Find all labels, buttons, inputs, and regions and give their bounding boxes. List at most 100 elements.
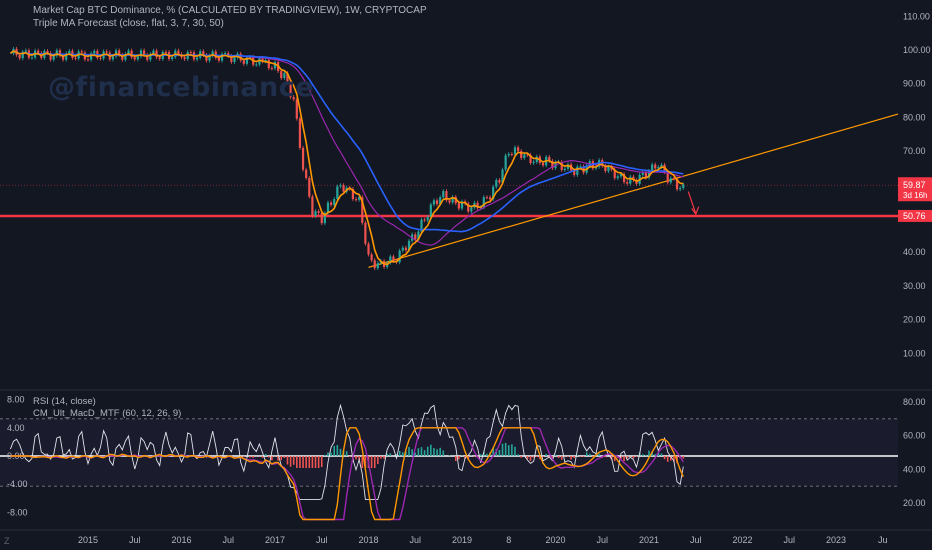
candle (439, 197, 442, 205)
signal-line (10, 427, 684, 521)
candle (270, 68, 273, 70)
candle (641, 172, 644, 175)
macd-bar (483, 451, 485, 456)
macd-bar (542, 456, 544, 457)
candle (626, 182, 629, 184)
trend-line (368, 113, 899, 268)
candle (227, 53, 230, 56)
macd-bar (651, 451, 653, 456)
macd-bar (292, 456, 295, 465)
macd-bar (423, 450, 426, 456)
candle (529, 154, 532, 164)
candle (607, 166, 610, 172)
x-tick-label: Jul (316, 535, 328, 545)
candle (74, 57, 77, 59)
candle (208, 55, 211, 61)
candle (426, 216, 429, 221)
candle (46, 51, 49, 54)
macd-bar (426, 446, 429, 456)
macd-tick-label: -4.00 (7, 479, 28, 489)
macd-bar (330, 452, 332, 456)
candle (330, 202, 333, 205)
candle (264, 59, 267, 62)
candle (61, 55, 65, 60)
y-tick-label: 30.00 (903, 281, 926, 291)
macd-bar (320, 456, 323, 468)
macd-bar (570, 456, 572, 460)
macd-bar (657, 451, 660, 456)
candle (619, 173, 623, 177)
candle (164, 51, 168, 53)
macd-bar (663, 456, 666, 460)
candle (666, 172, 669, 183)
rsi-tick-label: 60.00 (903, 431, 926, 441)
macd-bar (358, 456, 360, 460)
candle (498, 180, 501, 183)
candle (432, 200, 436, 205)
candle (326, 202, 330, 213)
x-tick-label: Jul (129, 535, 141, 545)
candle (171, 57, 174, 60)
candle (672, 178, 676, 180)
candle (492, 186, 495, 200)
macd-bar (398, 450, 401, 456)
macd-bar (520, 456, 523, 458)
candle (669, 178, 672, 183)
support-value: 50.76 (903, 211, 926, 221)
rsi-label[interactable]: RSI (14, close) (33, 396, 96, 407)
macd-bar (507, 445, 510, 456)
candle (660, 164, 663, 168)
macd-bar (414, 452, 417, 456)
candle (146, 54, 149, 60)
candle (139, 50, 143, 57)
candle (58, 50, 62, 56)
macd-bar (501, 443, 504, 456)
macd-bar (361, 456, 364, 468)
macd-bar (573, 456, 575, 459)
candle (217, 57, 220, 61)
candle (195, 57, 199, 60)
macd-tick-label: 4.00 (7, 423, 25, 433)
macd-bar (613, 456, 616, 462)
macd-bar (286, 456, 289, 465)
candle (273, 62, 277, 69)
macd-bar (373, 456, 376, 468)
candle (136, 56, 139, 60)
macd-bar (645, 454, 647, 456)
candle (283, 73, 286, 79)
candle (311, 196, 314, 216)
candle (423, 219, 426, 221)
y-tick-label: 10.00 (903, 348, 926, 358)
candle (501, 169, 504, 183)
candle (248, 57, 252, 59)
macd-bar (317, 456, 320, 468)
symbol-title[interactable]: Market Cap BTC Dominance, % (CALCULATED … (33, 5, 427, 16)
macd-bar (314, 456, 317, 468)
macd-bar (539, 456, 541, 460)
timezone-icon[interactable]: Z (4, 536, 10, 546)
candle (361, 197, 364, 223)
candle (532, 161, 535, 164)
macd-bar (405, 451, 407, 456)
candle (651, 164, 654, 171)
candle (513, 147, 517, 155)
macd-bar (648, 450, 650, 456)
candle (93, 50, 96, 54)
candle (233, 57, 236, 63)
candle (407, 240, 411, 251)
candle (504, 155, 507, 170)
macd-bar (458, 456, 460, 460)
candle (616, 176, 619, 179)
macd-line (10, 427, 684, 521)
indicator-label[interactable]: Triple MA Forecast (close, flat, 3, 7, 3… (33, 18, 224, 29)
macd-label[interactable]: CM_Ult_MacD_MTF (60, 12, 26, 9) (33, 408, 182, 419)
candle (467, 203, 470, 212)
y-tick-label: 90.00 (903, 79, 926, 89)
candle (523, 154, 526, 159)
candle (155, 50, 158, 58)
candle (535, 156, 538, 162)
macd-bar (626, 456, 628, 459)
candle (485, 197, 489, 199)
candle (211, 51, 214, 56)
price-axis (898, 0, 932, 550)
